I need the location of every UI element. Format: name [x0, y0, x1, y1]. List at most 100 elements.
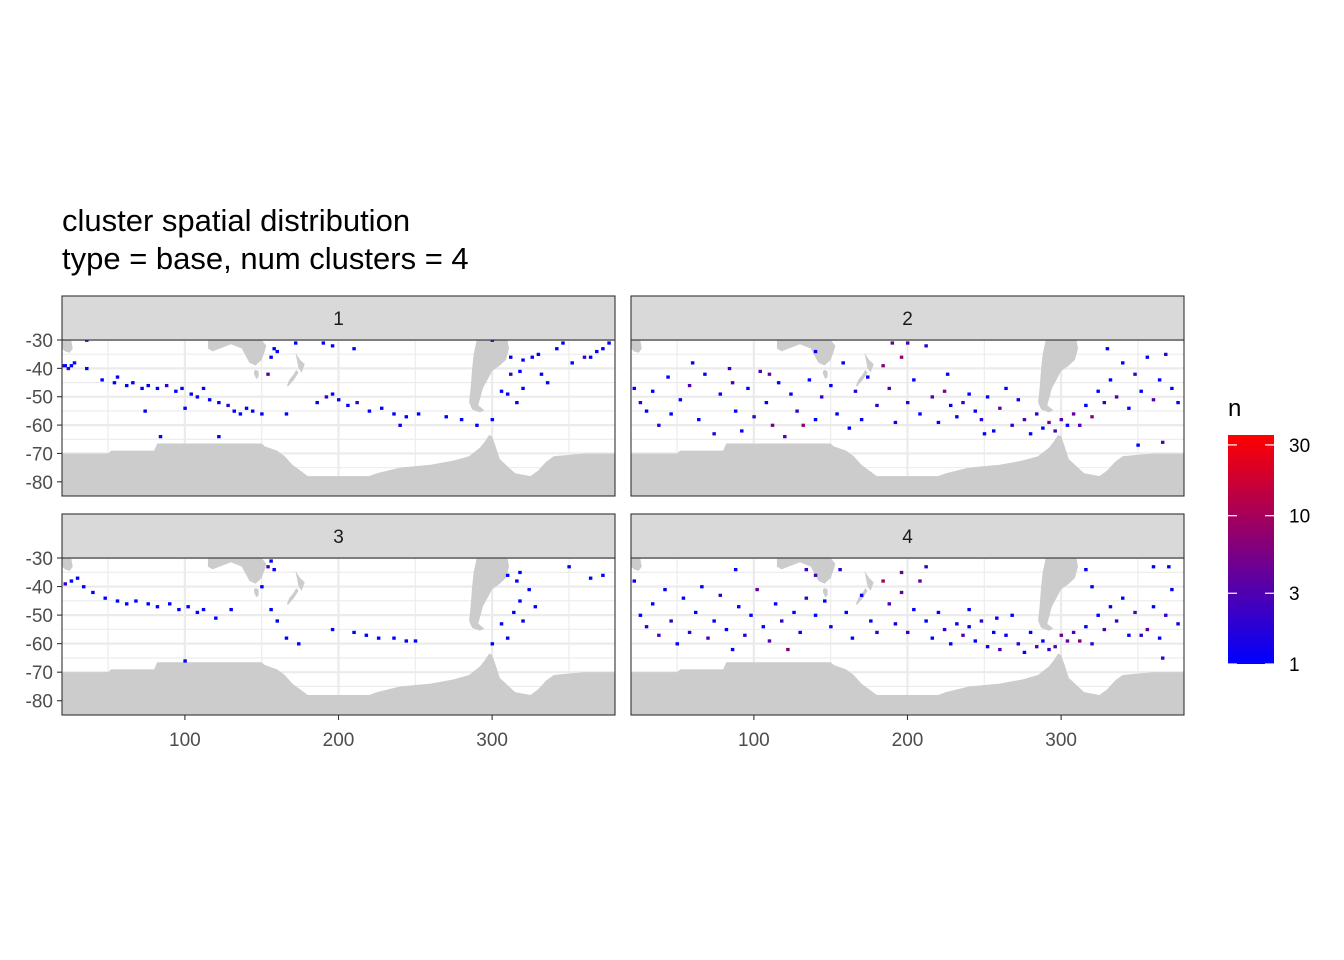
y-axis: -30 -40 -50 -60 -70 -80	[26, 549, 62, 713]
heatmap-cell	[912, 607, 916, 612]
heatmap-cell	[893, 420, 898, 425]
heatmap-cell	[955, 622, 959, 626]
y-axes: -30 -40 -50 -60 -70 -80 -30 -40 -50 -60 -70 -80	[26, 331, 62, 713]
heatmap-cell	[859, 593, 864, 597]
heatmap-cell	[214, 616, 218, 620]
heatmap-cell	[1078, 639, 1082, 643]
x-tick-label: 300	[476, 730, 508, 751]
heatmap-cell	[63, 364, 68, 368]
heatmap-cell	[890, 341, 895, 345]
heatmap-cell	[1034, 645, 1039, 649]
heatmap-cell	[505, 636, 510, 640]
heatmap-cell	[743, 633, 747, 637]
y-tick-label: -70	[26, 663, 53, 684]
heatmap-cell	[85, 340, 89, 342]
heatmap-cell	[607, 341, 611, 345]
heatmap-cell	[232, 409, 236, 413]
heatmap-cell	[324, 395, 329, 399]
heatmap-cell	[1090, 585, 1094, 589]
heatmap-cell	[945, 372, 950, 376]
heatmap-cell	[650, 389, 655, 393]
heatmap-cell	[490, 340, 495, 342]
heatmap-cell	[1004, 386, 1008, 391]
heatmap-cell	[530, 355, 534, 359]
heatmap-cell	[1136, 443, 1140, 447]
heatmap-cell	[650, 602, 655, 606]
landmass	[254, 369, 259, 380]
heatmap-cell	[998, 647, 1002, 652]
heatmap-cell	[518, 570, 522, 575]
heatmap-cell	[201, 607, 206, 612]
heatmap-cell	[736, 605, 741, 609]
heatmap-cell	[1010, 613, 1014, 617]
strip-label: 1	[333, 309, 344, 330]
heatmap-cell	[521, 386, 525, 391]
facet-strip-4: 4	[630, 513, 1185, 559]
heatmap-cell	[697, 418, 701, 422]
heatmap-cell	[819, 395, 824, 399]
heatmap-cell	[850, 636, 855, 640]
heatmap-cell	[244, 406, 249, 410]
heatmap-cell	[783, 435, 787, 439]
heatmap-cell	[69, 579, 74, 583]
heatmap-cell	[177, 607, 181, 612]
heatmap-cell	[859, 418, 864, 422]
heatmap-cell	[392, 412, 396, 416]
y-tick-label: -60	[26, 416, 53, 437]
heatmap-cell	[143, 409, 147, 413]
heatmap-cell	[979, 619, 984, 623]
heatmap-cell	[297, 642, 301, 646]
heatmap-cell	[601, 573, 605, 577]
heatmap-cell	[1102, 627, 1107, 632]
heatmap-cell	[1151, 565, 1156, 569]
heatmap-cell	[1041, 426, 1045, 430]
land-masses	[62, 558, 615, 715]
landmass	[254, 587, 259, 598]
x-tick-label: 200	[323, 730, 355, 751]
heatmap-cell	[918, 579, 922, 583]
chart-title: cluster spatial distribution type = base…	[62, 202, 469, 278]
heatmap-cell	[1139, 389, 1143, 393]
landmass	[823, 369, 828, 380]
heatmap-cell	[887, 602, 892, 606]
heatmap-cell	[899, 590, 904, 595]
heatmap-cell	[804, 596, 809, 600]
heatmap-cell	[238, 412, 243, 416]
heatmap-cell	[829, 383, 833, 388]
heatmap-cell	[1034, 412, 1039, 416]
antarctica-landmass	[62, 435, 615, 496]
heatmap-cell	[792, 610, 796, 615]
heatmap-cell	[841, 361, 845, 365]
heatmap-cell	[905, 630, 910, 635]
heatmap-cell	[1114, 619, 1119, 623]
heatmap-cell	[813, 573, 818, 577]
heatmap-cell	[588, 576, 593, 580]
land-masses	[62, 340, 615, 496]
landmass	[776, 340, 836, 366]
heatmap-cell	[499, 389, 504, 393]
x-tick-label: 100	[738, 730, 770, 751]
heatmap-cell	[336, 398, 341, 402]
heatmap-cell	[1164, 613, 1168, 617]
heatmap-cell	[284, 412, 289, 416]
heatmap-cell	[712, 432, 716, 436]
heatmap-cell	[875, 403, 879, 408]
heatmap-cell	[948, 403, 953, 408]
heatmap-cell	[1047, 420, 1051, 425]
heatmap-cell	[1084, 625, 1088, 629]
heatmap-cell	[638, 613, 643, 617]
heatmap-cell	[967, 607, 971, 612]
heatmap-cell	[275, 349, 279, 354]
heatmap-cell	[379, 406, 384, 410]
heatmap-cell	[893, 622, 898, 626]
heatmap-cell	[1096, 613, 1100, 617]
heatmap-cell	[1090, 415, 1094, 419]
heatmap-cell	[844, 610, 848, 615]
y-tick-label: -30	[26, 549, 53, 570]
heatmap-cell	[752, 415, 756, 419]
heatmap-cell	[632, 579, 637, 583]
landmass	[776, 558, 836, 584]
heatmap-cell	[515, 579, 519, 583]
heatmap-cell	[746, 386, 750, 391]
strip-label: 2	[902, 309, 913, 330]
